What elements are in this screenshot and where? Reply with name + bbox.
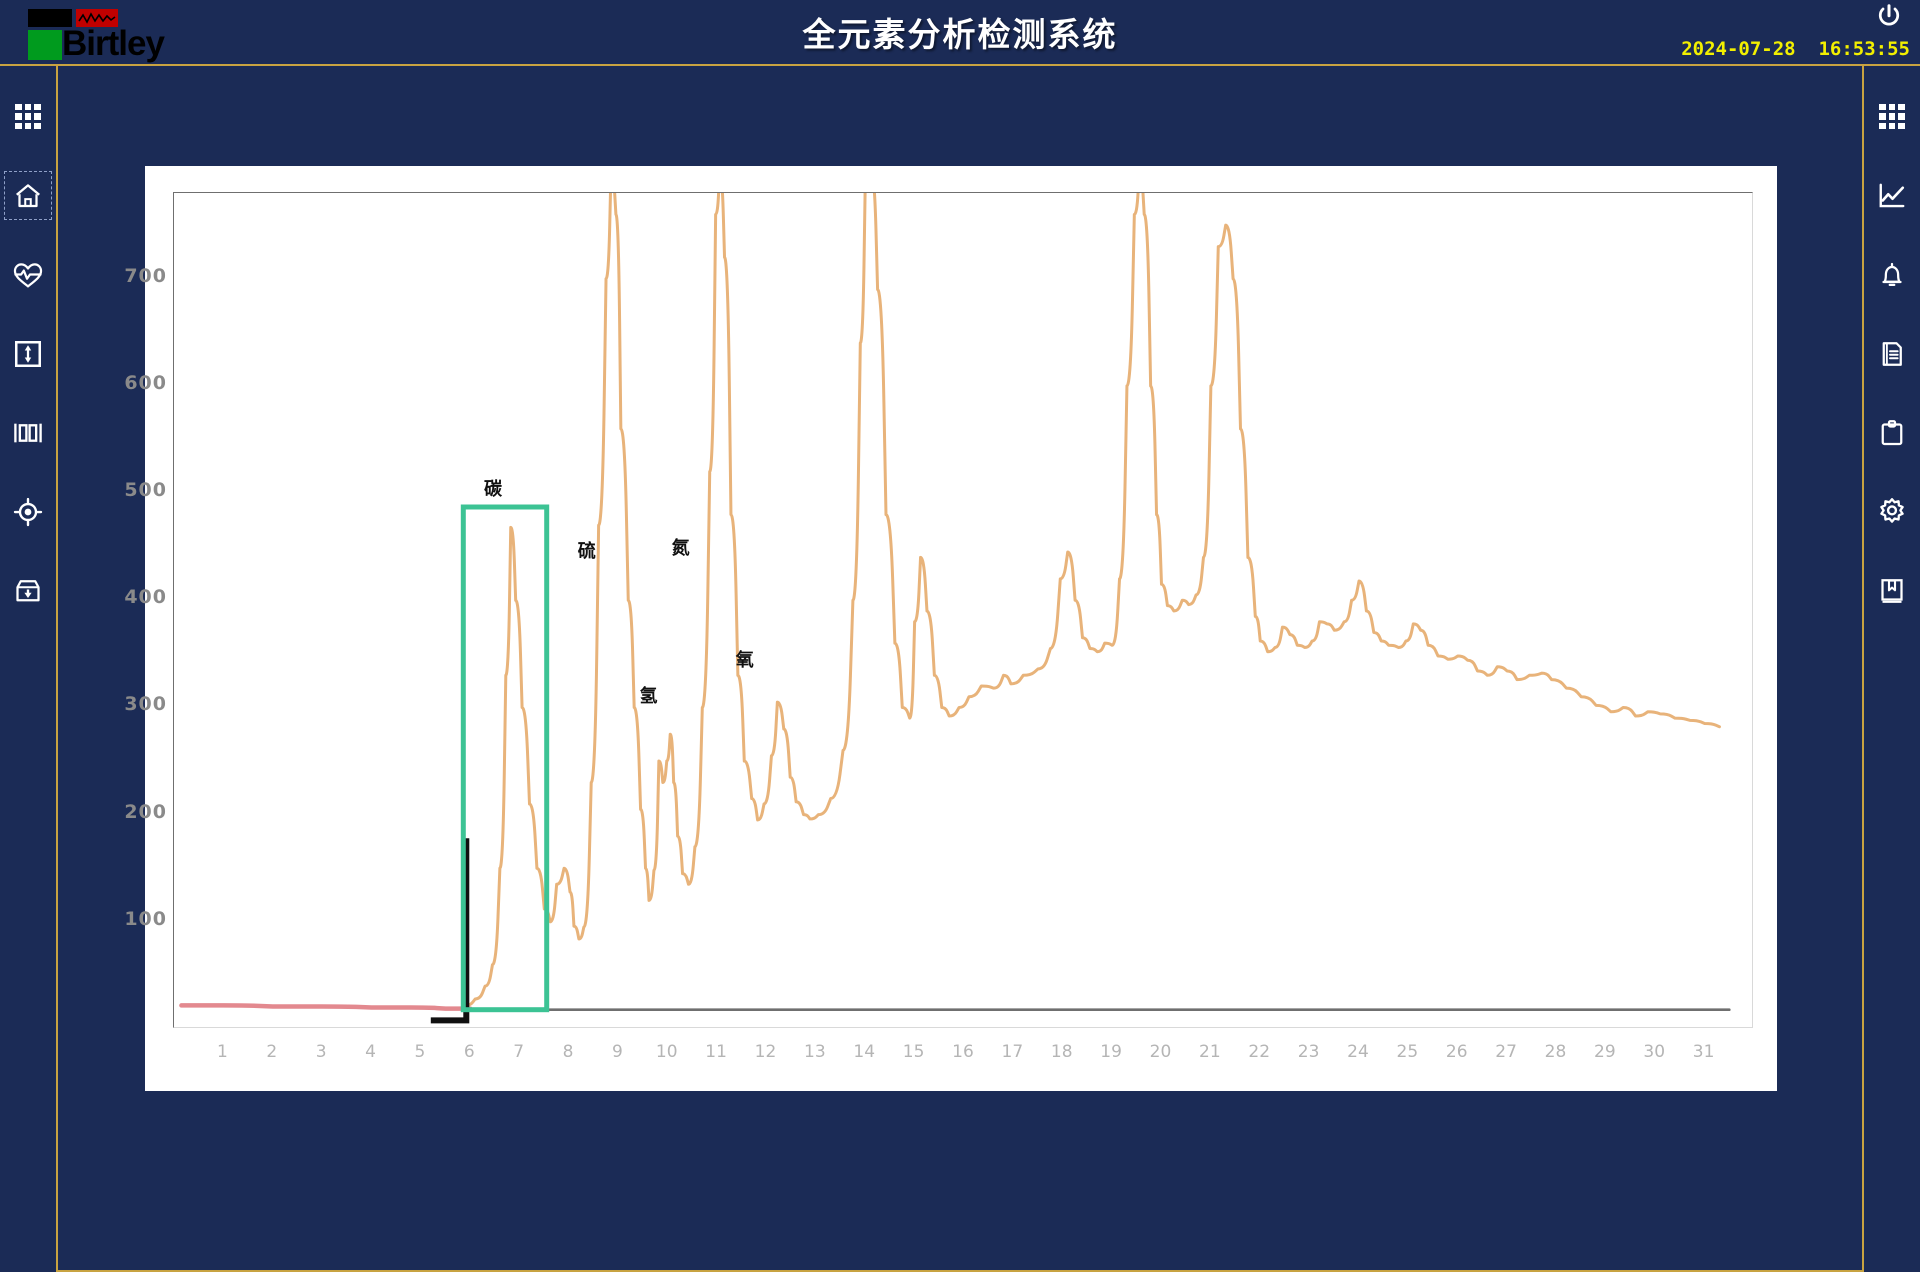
y-tick-label: 500: [124, 479, 167, 502]
x-tick-label: 27: [1495, 1042, 1517, 1062]
sidebar-item-import[interactable]: [0, 564, 56, 617]
x-tick-label: 23: [1297, 1042, 1320, 1062]
peak-label-oxygen: 氧: [735, 650, 754, 672]
bell-icon: [1882, 262, 1902, 286]
logo-red-block: [76, 9, 118, 27]
range-marker: [430, 838, 470, 1024]
y-tick-label: 400: [124, 586, 167, 609]
x-tick-label: 7: [513, 1042, 525, 1062]
x-tick-label: 16: [952, 1042, 974, 1062]
y-tick-label: 700: [124, 264, 167, 287]
peak-label-nitrogen: 氮: [671, 537, 690, 559]
x-tick-label: 6: [463, 1042, 475, 1062]
y-tick-label: 300: [124, 693, 167, 716]
x-tick-label: 24: [1347, 1042, 1369, 1062]
x-tick-label: 2: [266, 1042, 278, 1062]
x-tick-label: 31: [1692, 1042, 1715, 1062]
home-icon: [16, 183, 40, 207]
logo-green-block: [28, 30, 62, 60]
datetime-display: 2024-07-28 16:53:55: [1681, 38, 1910, 60]
apps-grid-icon: [15, 103, 41, 130]
x-tick-label: 15: [902, 1042, 925, 1062]
inbox-download-icon: [16, 579, 40, 601]
y-tick-label: 600: [124, 371, 167, 394]
x-tick-label: 12: [754, 1042, 777, 1062]
heart-pulse-icon: [13, 262, 43, 287]
x-tick-label: 14: [853, 1042, 876, 1062]
right-sidebar: [1864, 68, 1920, 1272]
chart-panel: 700 600 500 400 300 200 100 1 2 3 4 5 6 7 8 9 10 11 12 13 1…: [124, 166, 1777, 1091]
chart-canvas[interactable]: 700 600 500 400 300 200 100 1 2 3 4 5 6 7 8 9 10 11 12 13 1…: [124, 172, 1771, 1085]
page-title: 全元素分析检测系统: [802, 16, 1118, 53]
x-tick-label: 28: [1544, 1042, 1567, 1062]
left-sidebar-divider: [56, 66, 58, 1272]
sidebar-item-spectrum[interactable]: [0, 406, 56, 459]
power-icon[interactable]: [1874, 2, 1904, 32]
peak-label-sulfur: 硫: [577, 540, 596, 562]
x-tick-label: 8: [562, 1042, 574, 1062]
series-baseline-red: [179, 1003, 473, 1011]
header-bar: Birtley 全元素分析检测系统 2024-07-28 16:53:55: [0, 0, 1920, 66]
document-icon: [1882, 341, 1902, 366]
x-tick-label: 4: [365, 1042, 376, 1062]
right-sidebar-divider: [1862, 66, 1864, 1272]
sidebar-item-calibrate[interactable]: [0, 327, 56, 380]
sidebar-item-alarm[interactable]: [1864, 248, 1920, 301]
logo-black-block: [28, 9, 72, 27]
vertical-resize-icon: [14, 340, 41, 367]
carbon-highlight-box: [460, 504, 550, 1013]
x-tick-label: 11: [705, 1042, 727, 1062]
peak-label-hydrogen: 氢: [639, 685, 658, 707]
x-tick-label: 29: [1594, 1042, 1616, 1062]
line-chart-icon: [1879, 183, 1905, 207]
target-icon: [13, 497, 43, 526]
apps-grid-icon: [1879, 103, 1905, 130]
y-tick-label: 100: [124, 907, 167, 930]
x-tick-label: 19: [1100, 1042, 1122, 1062]
x-tick-label: 1: [216, 1042, 228, 1062]
header-divider: [0, 64, 1920, 66]
book-icon: [1881, 578, 1903, 603]
x-tick-label: 20: [1149, 1042, 1172, 1062]
x-tick-label: 22: [1248, 1042, 1271, 1062]
sidebar-item-records[interactable]: [1864, 406, 1920, 459]
peak-label-carbon: 碳: [483, 478, 502, 500]
x-tick-label: 21: [1199, 1042, 1221, 1062]
x-tick-label: 9: [611, 1042, 623, 1062]
x-tick-label: 13: [804, 1042, 826, 1062]
x-tick-label: 17: [1001, 1042, 1024, 1062]
sidebar-item-locate[interactable]: [0, 485, 56, 538]
brand-logo: Birtley: [22, 6, 182, 63]
series-element-trace: [463, 193, 1721, 1007]
plot-area[interactable]: [173, 192, 1753, 1028]
x-tick-label: 25: [1396, 1042, 1419, 1062]
x-tick-label: 18: [1050, 1042, 1073, 1062]
logo-waveform-icon: [78, 12, 116, 24]
sidebar-item-monitor[interactable]: [0, 248, 56, 301]
sidebar-item-home[interactable]: [0, 169, 56, 222]
sidebar-item-apps-right[interactable]: [1864, 90, 1920, 143]
x-tick-label: 30: [1643, 1042, 1666, 1062]
sidebar-item-apps[interactable]: [0, 90, 56, 143]
spectrum-plot: [179, 193, 1731, 1024]
sidebar-item-manual[interactable]: [1864, 564, 1920, 617]
x-tick-label: 3: [315, 1042, 327, 1062]
sidebar-item-document[interactable]: [1864, 327, 1920, 380]
y-tick-label: 200: [124, 800, 167, 823]
logo-wordmark: Birtley: [62, 24, 165, 63]
x-tick-label: 26: [1445, 1042, 1468, 1062]
footer-divider: [0, 1270, 1920, 1272]
clipboard-icon: [1881, 419, 1903, 445]
sidebar-item-settings[interactable]: [1864, 485, 1920, 538]
bar-chart-icon: [14, 423, 42, 442]
gear-icon: [1880, 497, 1904, 523]
sidebar-item-trend[interactable]: [1864, 169, 1920, 222]
left-sidebar: [0, 68, 56, 1272]
x-tick-label: 5: [414, 1042, 426, 1062]
x-tick-label: 10: [655, 1042, 678, 1062]
